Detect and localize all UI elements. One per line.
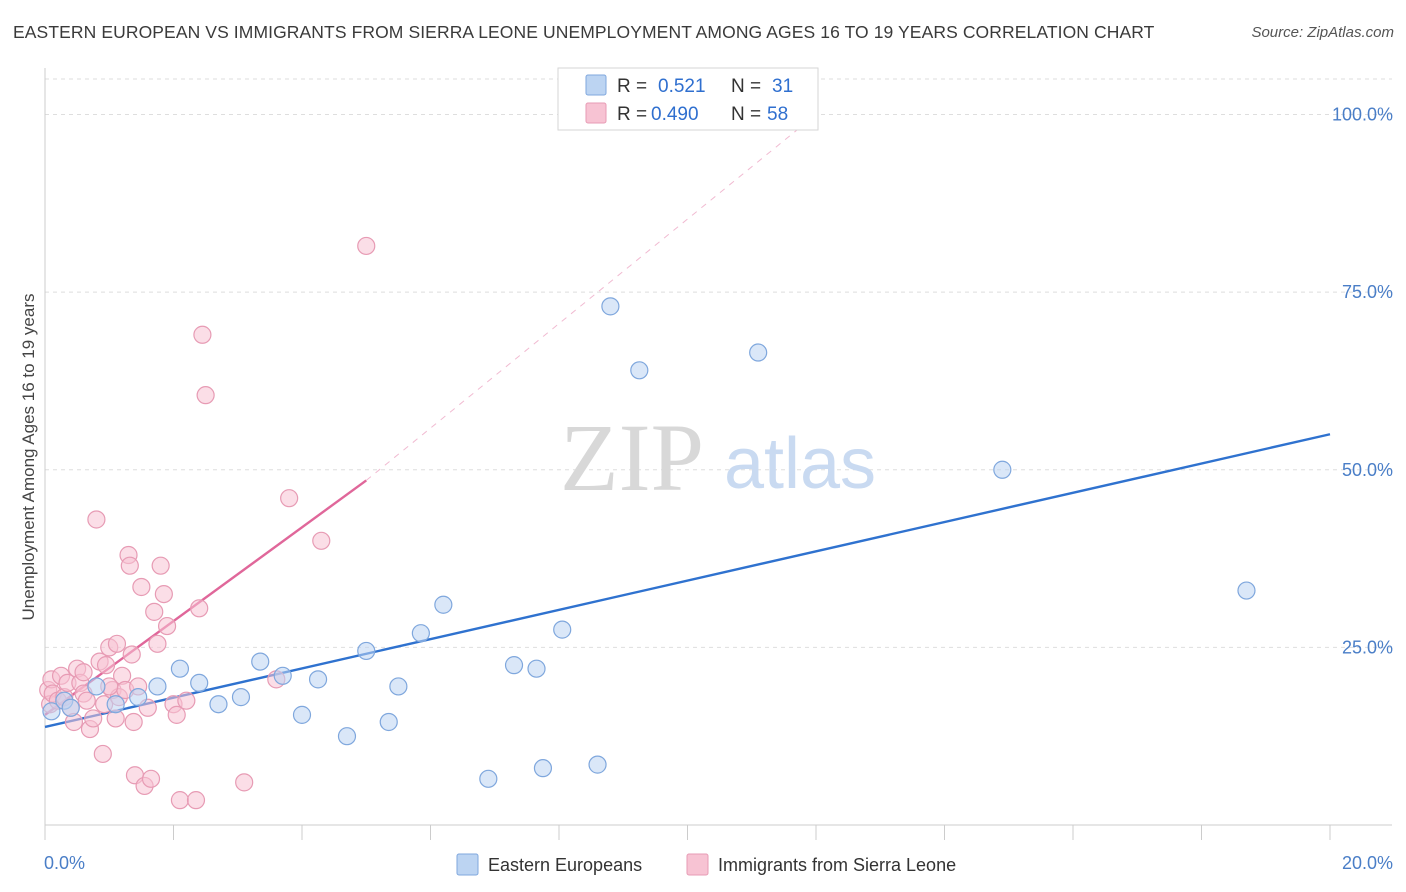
eastern-europeans-point [357,641,376,661]
eastern-europeans-point [527,659,546,678]
sierra-leone-point [170,791,190,810]
eastern-europeans-point [1237,581,1256,600]
eastern-europeans-point [479,769,498,788]
sierra-leone-point [93,744,112,764]
y-axis-title: Unemployment Among Ages 16 to 19 years [19,294,38,621]
bottom-legend-label-sierra-leone: Immigrants from Sierra Leone [718,855,956,875]
sierra-leone-point [196,386,215,405]
eastern-europeans-point [601,297,620,316]
eastern-europeans-point [106,695,125,714]
sierra-leone-point [87,510,106,529]
sierra-leone-point [122,645,141,664]
legend-n-label: N = [731,76,761,97]
bottom-legend-label-eastern-europeans: Eastern Europeans [488,855,642,875]
axes-layer [44,68,1392,840]
eastern-europeans-point [337,727,357,746]
y-tick-label: 50.0% [1342,460,1393,480]
sierra-leone-point [141,769,161,788]
legend-r-value: 0.521 [658,76,706,97]
x-tick-label: 0.0% [44,853,85,873]
y-tick-label: 100.0% [1332,105,1393,125]
eastern-europeans-point [129,688,148,707]
sierra-leone-point [154,584,173,604]
sierra-leone-point [177,691,196,710]
sierra-leone-point [357,236,376,256]
watermark: ZIP atlas [560,404,876,511]
sierra-leone-trendline-extension [365,114,817,481]
sierra-leone-point [312,531,331,550]
points-layer [39,236,1256,810]
watermark-atlas: atlas [724,424,876,504]
bottom-legend-swatch-sierra-leone [686,853,709,876]
legend-n-label: N = [731,104,761,125]
eastern-europeans-point [308,670,328,689]
eastern-europeans-point [148,677,167,696]
eastern-europeans-point [504,656,524,675]
sierra-leone-point [120,556,139,575]
eastern-europeans-point [292,705,312,724]
legend-r-value: 0.490 [651,104,699,125]
eastern-europeans-point [588,755,607,774]
eastern-europeans-point [251,652,270,671]
eastern-europeans-point [231,688,251,707]
eastern-europeans-point [273,666,292,685]
sierra-leone-point [96,656,116,675]
sierra-leone-point [190,599,209,618]
sierra-leone-point [157,616,177,636]
eastern-europeans-point [749,343,768,362]
sierra-leone-trendline [44,479,367,716]
sierra-leone-point [124,712,143,732]
eastern-europeans-point [411,624,430,643]
sierra-leone-point [151,556,170,575]
sierra-leone-point [74,663,93,682]
legend-r-label: R = [617,76,647,97]
sierra-leone-point [77,691,96,710]
sierra-leone-point [167,705,186,724]
eastern-europeans-trendline [44,433,1331,729]
sierra-leone-point [235,773,254,792]
legend-box: R = 0.521 N = 31 R = 0.490 N = 58 [557,67,819,131]
labels-layer: 25.0% 50.0% 75.0% 100.0% 0.0% 20.0% [44,105,1393,873]
eastern-europeans-point [87,677,106,696]
sierra-leone-point [193,325,212,344]
sierra-leone-point [107,634,127,653]
eastern-europeans-point [533,759,553,778]
sierra-leone-point [132,577,151,597]
legend-r-label: R = [617,104,647,125]
eastern-europeans-point [993,460,1012,479]
sierra-leone-point [84,709,103,728]
sierra-leone-point [148,634,167,653]
eastern-europeans-point [209,695,228,714]
eastern-europeans-point [630,361,649,380]
eastern-europeans-point [170,659,190,678]
sierra-leone-point [280,489,299,508]
x-tick-label: 20.0% [1342,853,1393,873]
eastern-europeans-point [434,595,453,614]
y-tick-label: 25.0% [1342,637,1393,657]
sierra-leone-point [145,602,164,621]
eastern-europeans-point [389,677,408,696]
sierra-leone-point [186,791,206,810]
legend-swatch-eastern-europeans [585,74,607,96]
eastern-europeans-point [553,620,572,639]
source-label: Source: ZipAtlas.com [1251,24,1394,41]
y-tick-label: 75.0% [1342,282,1393,302]
eastern-europeans-point [42,702,61,721]
watermark-zip: ZIP [560,404,704,511]
eastern-europeans-point [190,673,209,693]
bottom-legend: Eastern Europeans Immigrants from Sierra… [456,853,956,876]
legend-n-value: 31 [772,76,793,97]
eastern-europeans-point [379,712,398,732]
legend-n-value: 58 [767,104,788,125]
eastern-europeans-point [61,698,80,717]
grid-layer [45,78,1392,648]
bottom-legend-swatch-eastern-europeans [456,853,479,876]
chart-title: EASTERN EUROPEAN VS IMMIGRANTS FROM SIER… [13,22,1155,42]
trend-layer [44,114,1331,729]
legend-swatch-sierra-leone [585,102,607,124]
